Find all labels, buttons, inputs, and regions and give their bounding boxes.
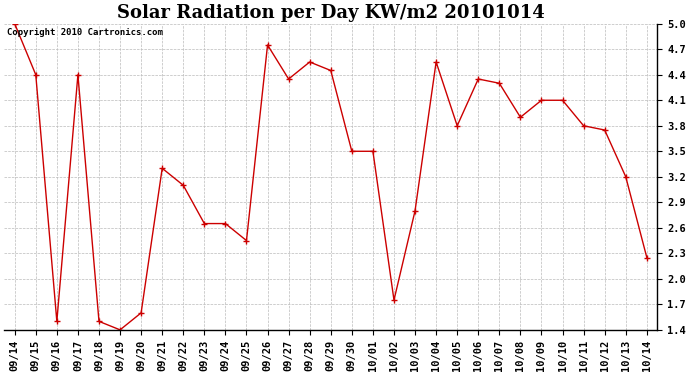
- Title: Solar Radiation per Day KW/m2 20101014: Solar Radiation per Day KW/m2 20101014: [117, 4, 544, 22]
- Text: Copyright 2010 Cartronics.com: Copyright 2010 Cartronics.com: [8, 28, 164, 38]
